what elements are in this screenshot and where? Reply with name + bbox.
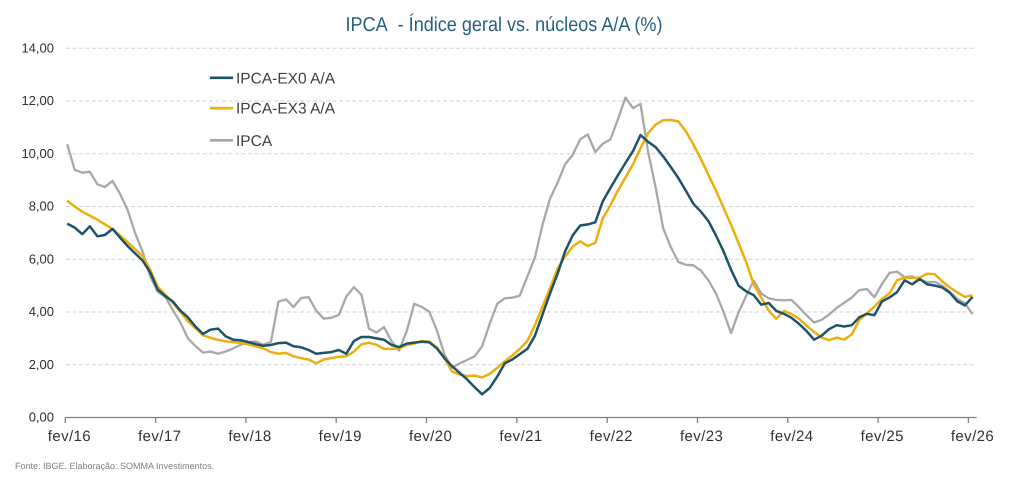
- svg-text:6,00: 6,00: [29, 251, 54, 266]
- svg-text:fev/18: fev/18: [228, 428, 271, 445]
- svg-text:8,00: 8,00: [29, 199, 54, 214]
- svg-text:fev/26: fev/26: [951, 428, 994, 445]
- svg-text:fev/25: fev/25: [861, 428, 904, 445]
- svg-text:0,00: 0,00: [29, 410, 54, 425]
- svg-text:IPCA-EX0 A/A: IPCA-EX0 A/A: [236, 70, 336, 87]
- svg-text:Fonte: IBGE. Elaboração: SOMMA: Fonte: IBGE. Elaboração: SOMMA Investime…: [15, 461, 214, 471]
- svg-text:14,00: 14,00: [21, 40, 54, 55]
- svg-text:10,00: 10,00: [21, 146, 54, 161]
- svg-text:2,00: 2,00: [29, 357, 54, 372]
- svg-text:4,00: 4,00: [29, 304, 54, 319]
- svg-text:IPCA-EX3 A/A: IPCA-EX3 A/A: [236, 101, 336, 118]
- svg-text:IPCA - Índice geral vs. núcle: IPCA - Índice geral vs. núcleos A/A (%): [346, 13, 663, 36]
- svg-text:fev/17: fev/17: [138, 428, 181, 445]
- svg-text:fev/16: fev/16: [48, 428, 91, 445]
- svg-text:fev/24: fev/24: [770, 428, 813, 445]
- svg-text:IPCA: IPCA: [236, 133, 273, 150]
- svg-text:fev/19: fev/19: [319, 428, 362, 445]
- svg-text:fev/22: fev/22: [590, 428, 633, 445]
- svg-text:12,00: 12,00: [21, 93, 54, 108]
- svg-text:fev/20: fev/20: [409, 428, 452, 445]
- svg-text:fev/23: fev/23: [680, 428, 723, 445]
- svg-text:fev/21: fev/21: [499, 428, 542, 445]
